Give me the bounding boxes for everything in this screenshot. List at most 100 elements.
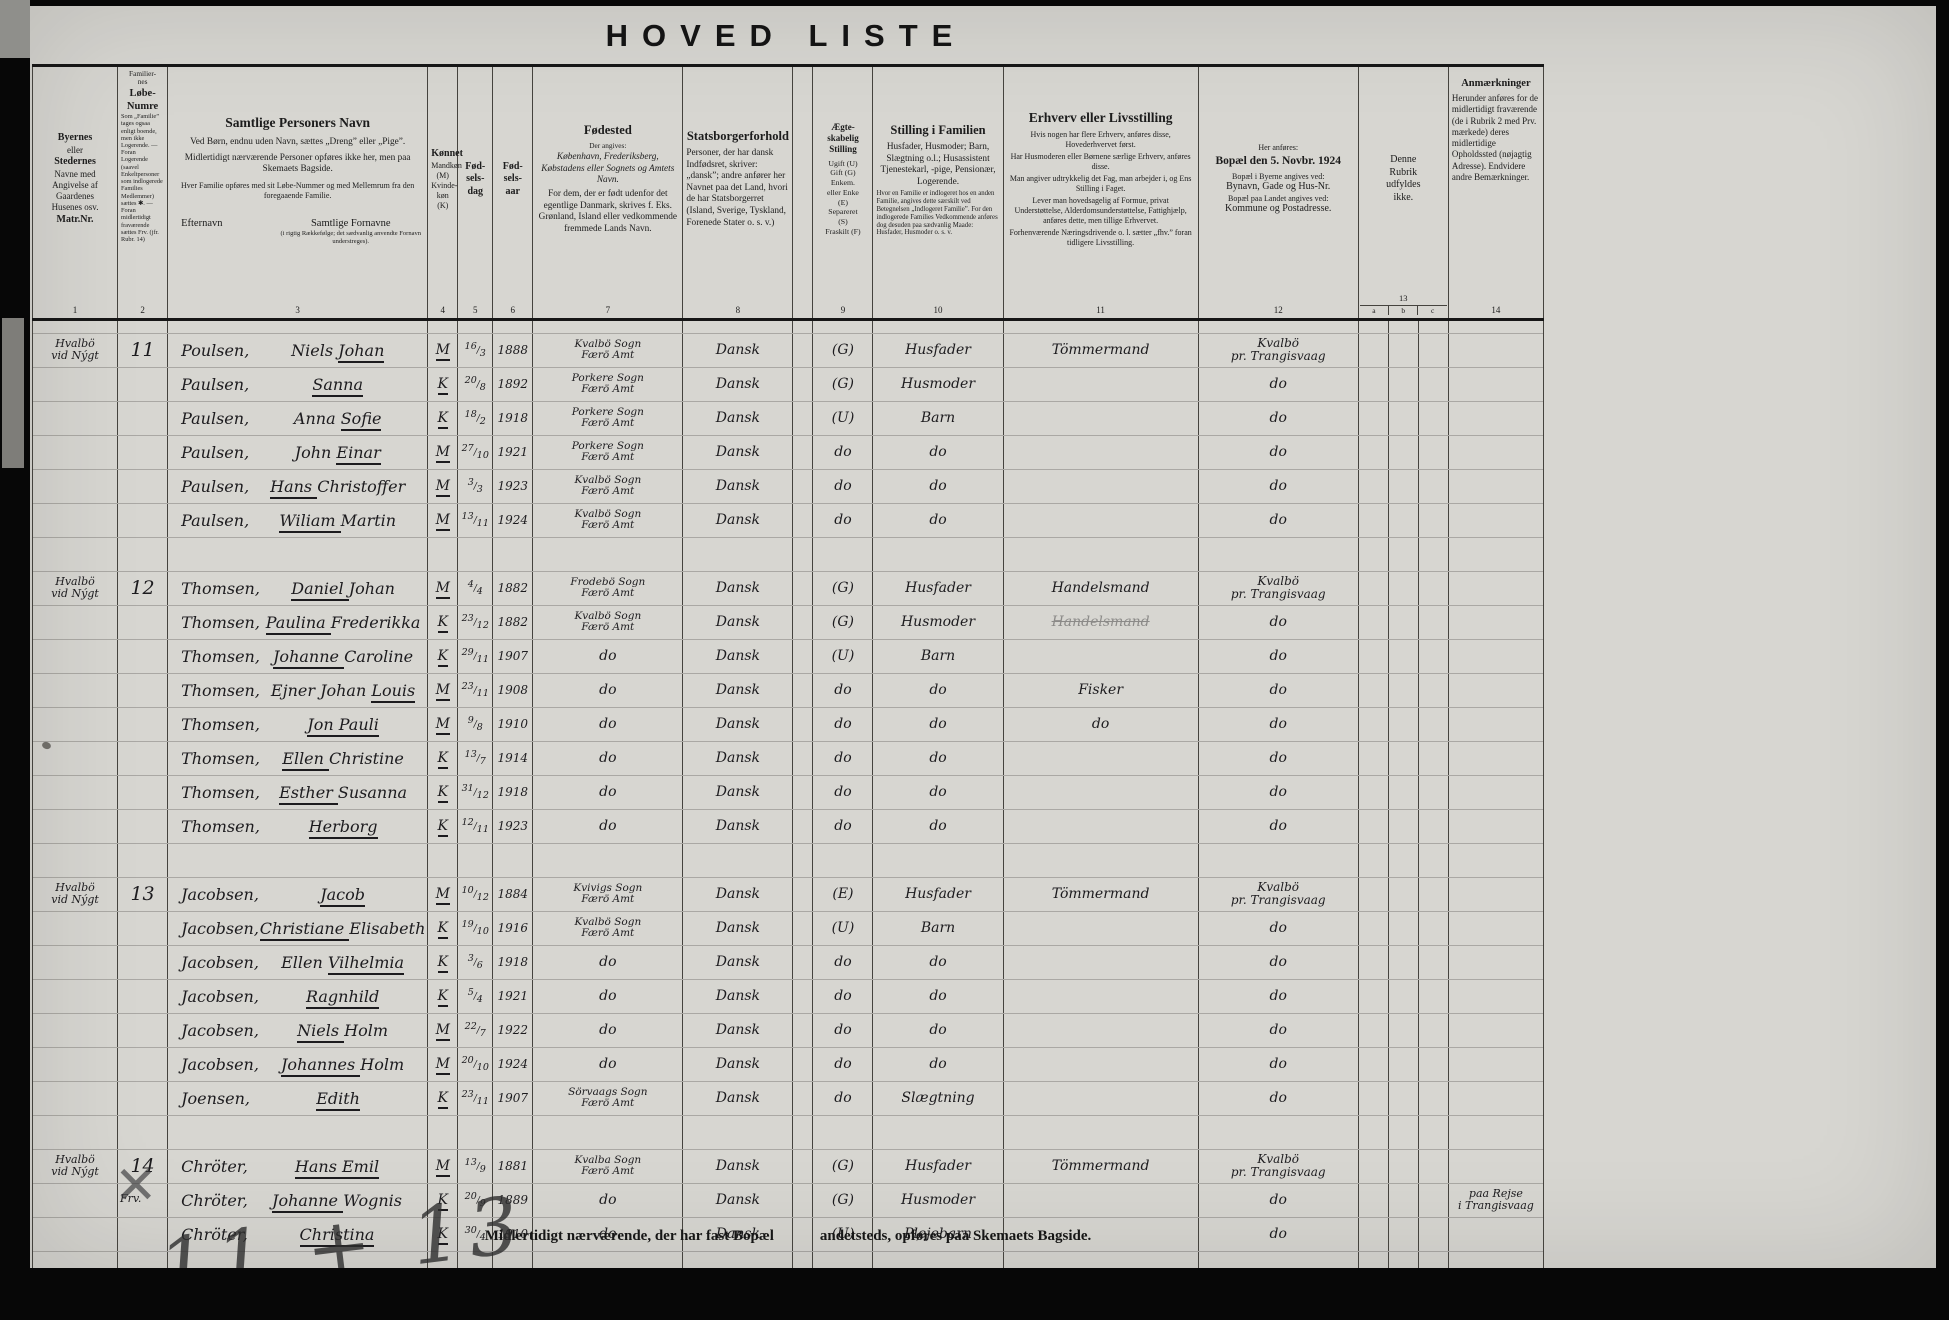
cell-birth-day: 20/10 bbox=[457, 1047, 493, 1082]
ditto-mark: do bbox=[1269, 409, 1287, 426]
cell-13b bbox=[1387, 1013, 1419, 1048]
blank-cell bbox=[31, 1251, 118, 1268]
cell-family-number bbox=[117, 639, 168, 674]
cell-name: Paulsen, Anna Sofie bbox=[167, 401, 428, 436]
cell-marital: (U) bbox=[812, 639, 873, 674]
cell-location bbox=[31, 1081, 118, 1116]
given-names: Johanne Wognis bbox=[248, 1190, 426, 1213]
cell-residence: do bbox=[1197, 639, 1359, 674]
given-names: Daniel Johan bbox=[260, 578, 426, 601]
cell-birth-year: 1918 bbox=[492, 401, 533, 436]
cell-birthplace: Frodebö Sogn Færö Amt bbox=[532, 571, 683, 606]
cell-sex: K bbox=[427, 605, 458, 640]
cell-citizenship: Dansk bbox=[682, 945, 793, 980]
cell-occupation: Fisker bbox=[1002, 673, 1199, 708]
column-number-spacer bbox=[792, 291, 813, 321]
residence-line: Kvalbö bbox=[1257, 336, 1300, 351]
cell-citizenship: Dansk bbox=[682, 775, 793, 810]
header-text: Bopæl den 5. Novbr. 1924 bbox=[1215, 155, 1341, 168]
cell-birthplace: do bbox=[532, 809, 683, 844]
cell-13a bbox=[1357, 503, 1389, 538]
cell-13a bbox=[1357, 469, 1389, 504]
day-denominator: 9 bbox=[479, 1197, 486, 1209]
blank-cell bbox=[1197, 319, 1359, 334]
blank-cell bbox=[812, 843, 873, 878]
cell-citizenship: Dansk bbox=[682, 809, 793, 844]
ditto-mark: do bbox=[1269, 783, 1287, 800]
cell-family-number bbox=[117, 503, 168, 538]
column-number: 3 bbox=[167, 291, 428, 321]
cell-birth-year: 1921 bbox=[492, 435, 533, 470]
header-text: Anmærkninger bbox=[1461, 78, 1531, 89]
page-title: HOVED LISTE bbox=[605, 18, 967, 53]
header-description-row: Byernes eller Stedernes Navne med Angive… bbox=[31, 65, 1545, 292]
cell-13a bbox=[1357, 741, 1389, 776]
col-header-citizenship: Statsborgerforhold Personer, der har dan… bbox=[682, 65, 793, 292]
cell-spacer bbox=[792, 707, 813, 742]
surname: Chröter, bbox=[181, 1156, 248, 1176]
cell-marital: (E) bbox=[812, 877, 873, 912]
cell-name: Paulsen, Sanna bbox=[167, 367, 428, 402]
header-text: Ved Børn, endnu uden Navn, sættes „Dreng… bbox=[190, 137, 406, 148]
cell-13a bbox=[1357, 401, 1389, 436]
cell-sex: K bbox=[427, 945, 458, 980]
location-line: Hvalbö bbox=[55, 337, 95, 351]
family-number: 11 bbox=[130, 339, 155, 361]
cell-name: Jacobsen, Johannes Holm bbox=[167, 1047, 428, 1082]
cell-marital: do bbox=[812, 435, 873, 470]
cell-marital: (U) bbox=[812, 911, 873, 946]
occupation-value: Tömmermand bbox=[1051, 342, 1150, 358]
cell-birth-year: 1882 bbox=[492, 605, 533, 640]
blank-cell bbox=[682, 319, 793, 334]
cell-family-number: 13 bbox=[117, 877, 168, 912]
person-row: Chröter, Christina K 30/4 1910 do Dansk (U) Plej… bbox=[31, 1217, 1545, 1252]
subheader-efternavn: Efternavn bbox=[181, 218, 223, 230]
day-numerator: 20 bbox=[461, 1055, 474, 1067]
birthplace-line: Færö Amt bbox=[581, 927, 635, 939]
blank-cell bbox=[457, 537, 493, 572]
cell-13a bbox=[1357, 367, 1389, 402]
day-denominator: 12 bbox=[476, 789, 489, 801]
cell-13a bbox=[1357, 707, 1389, 742]
cell-13a bbox=[1357, 1013, 1389, 1048]
cell-name: Thomsen, Ejner Johan Louis bbox=[167, 673, 428, 708]
header-text: Ugift (U) Gift (G) Enkem. eller Enke (E)… bbox=[825, 158, 861, 236]
cell-occupation: do bbox=[1002, 707, 1199, 742]
given-name-part: Ejner Johan bbox=[270, 680, 372, 700]
cell-birthplace: do bbox=[532, 1183, 683, 1218]
person-row: Hvalbö vid Nýgt 12 Thomsen, Daniel Johan M 4/4… bbox=[31, 571, 1545, 606]
given-name-part: Christiane bbox=[259, 918, 350, 941]
cell-family-number bbox=[117, 1081, 168, 1116]
cell-13b bbox=[1387, 435, 1419, 470]
blank-cell bbox=[457, 319, 493, 334]
blank-cell bbox=[792, 537, 813, 572]
name-wrap: Paulsen, John Einar bbox=[169, 442, 426, 465]
cell-occupation: Tömmermand bbox=[1002, 877, 1199, 912]
blank-cell bbox=[792, 1251, 813, 1268]
cell-13b bbox=[1387, 1047, 1419, 1082]
cell-birth-day: 19/10 bbox=[457, 911, 493, 946]
given-names: Niels Johan bbox=[249, 340, 426, 363]
cell-name: Jacobsen, Jacob bbox=[167, 877, 428, 912]
cell-occupation bbox=[1002, 979, 1199, 1014]
given-names: Ellen Christine bbox=[260, 748, 426, 771]
cell-family-number bbox=[117, 1047, 168, 1082]
ditto-mark: do bbox=[1269, 987, 1287, 1004]
given-name-part: Wognis bbox=[343, 1190, 402, 1210]
cell-family-number bbox=[117, 707, 168, 742]
cell-occupation bbox=[1002, 1183, 1199, 1218]
cell-birth-day: 16/3 bbox=[457, 333, 493, 368]
given-name-part: Christina bbox=[299, 1224, 375, 1247]
cell-remarks bbox=[1447, 673, 1545, 708]
cell-family-position: Husfader bbox=[872, 571, 1004, 606]
surname: Poulsen, bbox=[181, 340, 250, 360]
cell-birth-year: 1908 bbox=[492, 673, 533, 708]
surname: Joensen, bbox=[181, 1088, 250, 1108]
blank-cell bbox=[872, 319, 1004, 334]
cell-occupation: Handelsmand bbox=[1002, 571, 1199, 606]
cell-13c bbox=[1417, 979, 1449, 1014]
blank-row bbox=[31, 1251, 1545, 1268]
cell-family-position: Husfader bbox=[872, 333, 1004, 368]
cell-residence: do bbox=[1197, 503, 1359, 538]
name-wrap: Thomsen, Johanne Caroline bbox=[169, 646, 426, 669]
